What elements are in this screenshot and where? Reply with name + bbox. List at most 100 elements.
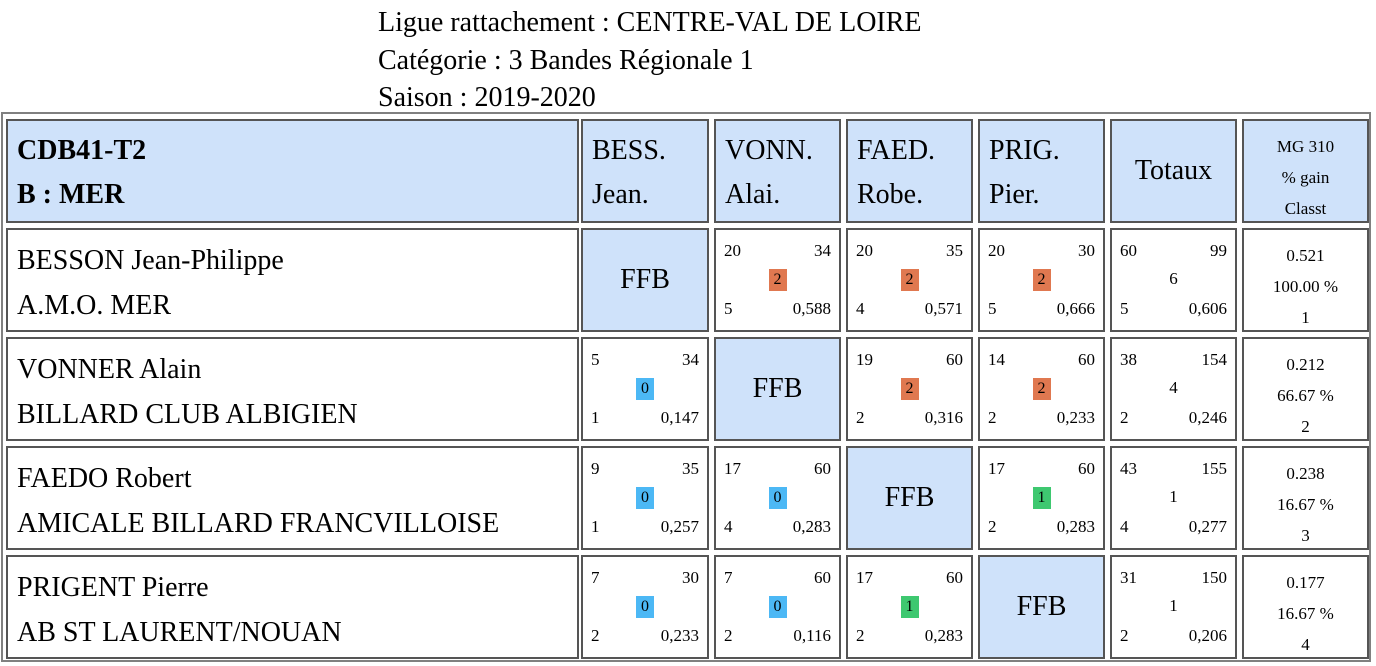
totals-score: 1	[1169, 487, 1178, 506]
match-cell: 7 30 0 2 0,233	[581, 555, 709, 659]
match-distance: 35	[946, 241, 963, 260]
mg-label: MG 310	[1276, 137, 1335, 156]
match-score-badge: 0	[768, 596, 787, 618]
totals-average: 0,606	[1188, 299, 1227, 318]
match-score-badge: 0	[636, 378, 654, 400]
totals-average: 0,277	[1188, 517, 1227, 536]
match-points: 7	[591, 568, 600, 587]
totals-header-cell: Totaux	[1110, 119, 1237, 223]
self-match-cell: FFB	[846, 446, 973, 550]
match-score-wrap: 2	[848, 378, 971, 400]
match-score-badge: 2	[900, 378, 919, 400]
player-cell: VONNER Alain BILLARD CLUB ALBIGIEN	[6, 337, 579, 441]
match-average: 0,257	[660, 517, 699, 536]
mg-header-cell: MG 310 % gain Classt	[1242, 119, 1369, 223]
match-score-badge: 2	[900, 269, 919, 291]
mg-cell: 0.212 66.67 % 2	[1242, 337, 1369, 441]
match-average: 0,233	[1056, 408, 1095, 427]
self-match-label: FFB	[884, 482, 935, 513]
player-cell: BESSON Jean-Philippe A.M.O. MER	[6, 228, 579, 332]
match-distance: 30	[682, 568, 699, 587]
totals-cell: 43 155 1 4 0,277	[1110, 446, 1237, 550]
column-first-name: Jean.	[592, 179, 649, 210]
column-header-2: VONN. Alai.	[714, 119, 841, 223]
match-points: 17	[856, 568, 873, 587]
page-header: Ligue rattachement : CENTRE-VAL DE LOIRE…	[378, 4, 922, 117]
column-first-name: Robe.	[857, 179, 924, 210]
match-cell: 17 60 0 4 0,283	[714, 446, 841, 550]
mg-values: 0.238 16.67 % 3	[1244, 458, 1367, 551]
totals-innings: 5	[1120, 299, 1129, 318]
mg-value: 0.238	[1286, 464, 1325, 483]
match-innings: 4	[724, 517, 733, 536]
match-cell: 14 60 2 2 0,233	[978, 337, 1105, 441]
match-cell: 20 34 2 5 0,588	[714, 228, 841, 332]
match-innings: 2	[856, 408, 865, 427]
match-score-badge: 2	[1032, 378, 1051, 400]
totals-cell: 38 154 4 2 0,246	[1110, 337, 1237, 441]
match-score-wrap: 0	[716, 487, 839, 509]
self-match-cell: FFB	[978, 555, 1105, 659]
column-header-1: BESS. Jean.	[581, 119, 709, 223]
gain-value: 66.67 %	[1277, 386, 1334, 405]
mg-value: 0.212	[1286, 355, 1325, 374]
match-points: 5	[591, 350, 600, 369]
column-header-4: PRIG. Pier.	[978, 119, 1105, 223]
match-distance: 34	[682, 350, 699, 369]
match-points: 14	[988, 350, 1005, 369]
match-innings: 1	[591, 517, 600, 536]
column-header-text: BESS. Jean.	[592, 129, 666, 217]
match-average: 0,571	[924, 299, 963, 318]
rank-value: 1	[1301, 308, 1310, 327]
match-distance: 60	[814, 568, 831, 587]
self-match-cell: FFB	[714, 337, 841, 441]
totals-innings: 4	[1120, 517, 1129, 536]
totals-points: 31	[1120, 568, 1137, 587]
gain-value: 16.67 %	[1277, 604, 1334, 623]
match-cell: 17 60 1 2 0,283	[846, 555, 973, 659]
match-distance: 60	[946, 350, 963, 369]
match-score-wrap: 2	[980, 269, 1103, 291]
match-distance: 60	[1078, 350, 1095, 369]
totals-innings: 2	[1120, 626, 1129, 645]
match-average: 0,233	[660, 626, 699, 645]
gain-value: 100.00 %	[1272, 277, 1339, 296]
self-match-label: FFB	[1016, 591, 1067, 622]
match-score-badge: 1	[1032, 487, 1051, 509]
column-short-name: PRIG.	[989, 135, 1060, 166]
match-score-badge: 2	[768, 269, 787, 291]
season-line: Saison : 2019-2020	[378, 82, 596, 113]
match-score-wrap: 1	[980, 487, 1103, 509]
totals-points: 38	[1120, 350, 1137, 369]
match-score-badge: 0	[636, 596, 654, 618]
rank-value: 2	[1301, 417, 1310, 436]
player-info: FAEDO Robert AMICALE BILLARD FRANCVILLOIS…	[17, 456, 499, 546]
mg-values: 0.212 66.67 % 2	[1244, 349, 1367, 442]
match-innings: 2	[591, 626, 600, 645]
match-innings: 2	[856, 626, 865, 645]
match-score-badge: 2	[1032, 269, 1051, 291]
player-club: AB ST LAURENT/NOUAN	[17, 617, 342, 648]
player-info: BESSON Jean-Philippe A.M.O. MER	[17, 238, 284, 328]
totals-cell: 60 99 6 5 0,606	[1110, 228, 1237, 332]
match-points: 20	[988, 241, 1005, 260]
match-points: 7	[724, 568, 733, 587]
gain-value: 16.67 %	[1277, 495, 1334, 514]
match-average: 0,588	[792, 299, 831, 318]
team-header-text: CDB41-T2 B : MER	[17, 129, 146, 217]
match-distance: 60	[1078, 459, 1095, 478]
match-cell: 20 35 2 4 0,571	[846, 228, 973, 332]
match-innings: 2	[988, 408, 997, 427]
match-innings: 5	[988, 299, 997, 318]
totals-points: 60	[1120, 241, 1137, 260]
match-points: 19	[856, 350, 873, 369]
match-distance: 60	[946, 568, 963, 587]
team-code: CDB41-T2	[17, 135, 147, 166]
player-info: PRIGENT Pierre AB ST LAURENT/NOUAN	[17, 565, 342, 655]
team-label: B : MER	[17, 179, 125, 210]
mg-value: 0.177	[1286, 573, 1325, 592]
player-club: BILLARD CLUB ALBIGIEN	[17, 399, 358, 430]
match-score-wrap: 0	[716, 596, 839, 618]
match-score-wrap: 1	[848, 596, 971, 618]
totals-header-label: Totaux	[1134, 155, 1213, 186]
